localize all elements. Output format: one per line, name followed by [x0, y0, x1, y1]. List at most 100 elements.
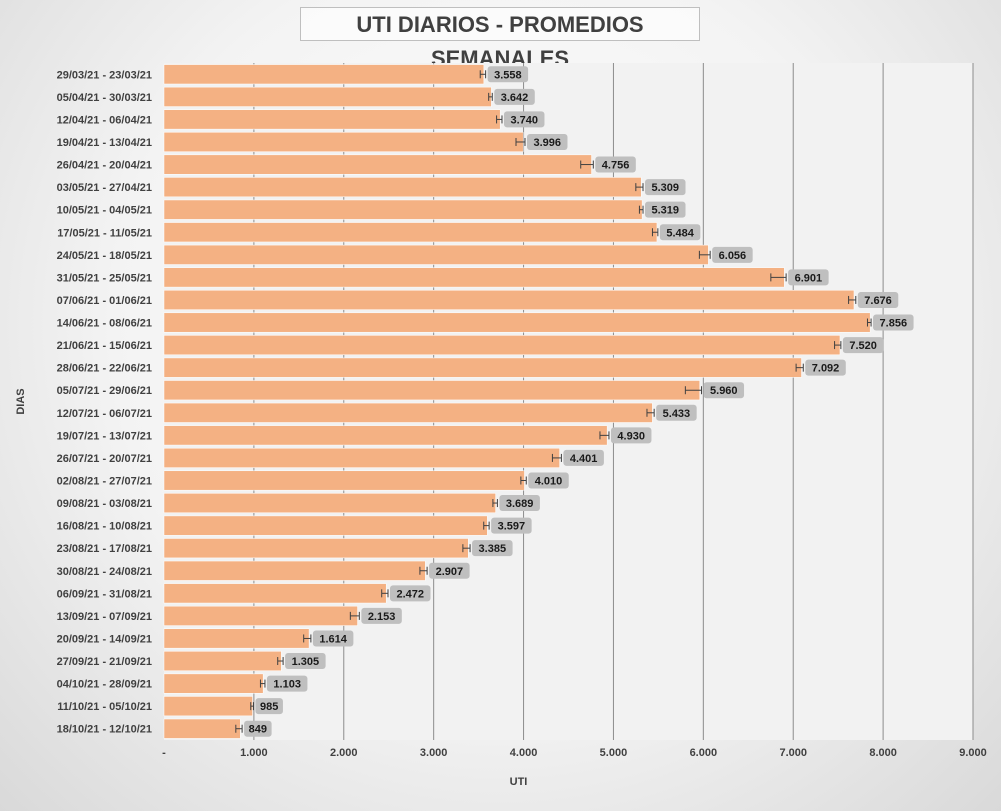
data-label: 5.484	[666, 227, 694, 239]
data-label-box	[656, 404, 697, 421]
bar	[163, 628, 310, 649]
data-labels: 3.558 3.642 3.740 3.996 4.756 5.309 5.319 5.484…	[244, 66, 914, 737]
x-tick-label: 4.000	[510, 747, 538, 759]
bar	[163, 651, 282, 671]
bar	[163, 583, 387, 604]
error-bars	[235, 70, 872, 733]
data-label: 4.756	[602, 160, 630, 172]
data-label-box	[805, 359, 846, 376]
bar	[163, 109, 501, 130]
data-label-box	[312, 630, 354, 647]
category-label: 27/09/21 - 21/09/21	[57, 656, 152, 668]
bar	[163, 357, 802, 378]
bar	[163, 244, 709, 265]
category-label: 19/04/21 - 13/04/21	[57, 137, 152, 149]
bar	[163, 177, 642, 198]
data-label: 4.401	[570, 453, 598, 465]
data-label-box	[645, 201, 686, 218]
category-label: 16/08/21 - 10/08/21	[57, 521, 152, 533]
data-label-box	[285, 653, 326, 670]
category-label: 12/07/21 - 06/07/21	[57, 408, 152, 420]
data-label-box	[526, 133, 568, 150]
bar	[163, 312, 871, 333]
y-axis-categories: 29/03/21 - 23/03/21 05/04/21 - 30/03/21 12…	[57, 69, 152, 735]
category-label: 26/07/21 - 20/07/21	[57, 453, 152, 465]
category-label: 18/10/21 - 12/10/21	[57, 724, 152, 736]
category-label: 29/03/21 - 23/03/21	[57, 69, 152, 81]
category-label: 13/09/21 - 07/09/21	[57, 611, 152, 623]
y-axis-title: DIAS	[15, 388, 27, 414]
data-label: 7.092	[812, 363, 840, 375]
data-label: 6.901	[795, 272, 823, 284]
data-label-box	[266, 675, 308, 692]
data-label-box	[244, 720, 272, 737]
category-label: 17/05/21 - 11/05/21	[57, 227, 152, 239]
category-label: 02/08/21 - 27/07/21	[57, 475, 152, 487]
data-label: 3.642	[501, 92, 529, 104]
x-tick-label: 6.000	[690, 747, 718, 759]
data-label-box	[528, 472, 569, 489]
bar	[163, 696, 253, 717]
data-label: 7.520	[849, 340, 877, 352]
bar	[163, 560, 426, 581]
x-tick-label: 3.000	[420, 747, 448, 759]
data-label: 849	[249, 724, 267, 736]
data-label: 4.930	[617, 430, 645, 442]
x-tick-label: 7.000	[779, 747, 807, 759]
data-label: 3.597	[498, 521, 526, 533]
category-label: 24/05/21 - 18/05/21	[57, 250, 152, 262]
data-label: 5.309	[652, 182, 680, 194]
bar	[163, 447, 560, 468]
bar	[163, 673, 264, 694]
data-label-box	[659, 224, 701, 241]
bar	[163, 538, 469, 559]
bar	[163, 86, 492, 107]
category-label: 26/04/21 - 20/04/21	[57, 160, 152, 172]
data-label-box	[873, 314, 914, 331]
category-label: 21/06/21 - 15/06/21	[57, 340, 152, 352]
x-axis-ticks: - 1.000 2.000 3.000 4.000 5.000 6.000 7.000 8.00…	[162, 747, 987, 759]
data-label-box	[255, 698, 283, 715]
data-label: 4.010	[535, 475, 563, 487]
data-label-box	[595, 156, 636, 173]
bar	[163, 335, 841, 356]
data-label: 3.740	[510, 114, 538, 126]
data-label: 1.103	[273, 679, 301, 691]
category-label: 20/09/21 - 14/09/21	[57, 633, 152, 645]
data-label-box	[491, 517, 532, 534]
data-label-box	[712, 246, 753, 263]
data-label: 5.960	[710, 385, 738, 397]
data-label-box	[499, 495, 540, 512]
data-label-box	[429, 562, 470, 579]
data-label: 3.689	[506, 498, 534, 510]
x-tick-label: 5.000	[600, 747, 628, 759]
x-tick-label: 2.000	[330, 747, 358, 759]
data-label: 3.558	[494, 69, 522, 81]
category-label: 09/08/21 - 03/08/21	[57, 498, 152, 510]
data-label-box	[857, 291, 899, 308]
data-label: 6.056	[719, 250, 747, 262]
data-label-box	[472, 540, 513, 557]
data-label: 7.856	[880, 318, 908, 330]
bar	[163, 605, 358, 626]
x-tick-label: 9.000	[959, 747, 987, 759]
data-label-box	[703, 382, 745, 399]
bar	[163, 402, 653, 423]
category-label: 23/08/21 - 17/08/21	[57, 543, 152, 555]
category-label: 12/04/21 - 06/04/21	[57, 114, 152, 126]
bar	[163, 64, 485, 85]
data-label-box	[842, 337, 884, 354]
data-label: 985	[260, 701, 278, 713]
data-label: 2.907	[436, 566, 464, 578]
category-label: 19/07/21 - 13/07/21	[57, 430, 152, 442]
data-label: 5.433	[663, 408, 691, 420]
category-label: 10/05/21 - 04/05/21	[57, 205, 152, 217]
data-label-box	[361, 607, 402, 624]
data-label-box	[788, 269, 829, 286]
category-label: 11/10/21 - 05/10/21	[57, 701, 152, 713]
data-label: 2.472	[396, 588, 424, 600]
gridlines	[253, 63, 974, 740]
bar	[163, 132, 524, 152]
bar	[163, 425, 608, 446]
